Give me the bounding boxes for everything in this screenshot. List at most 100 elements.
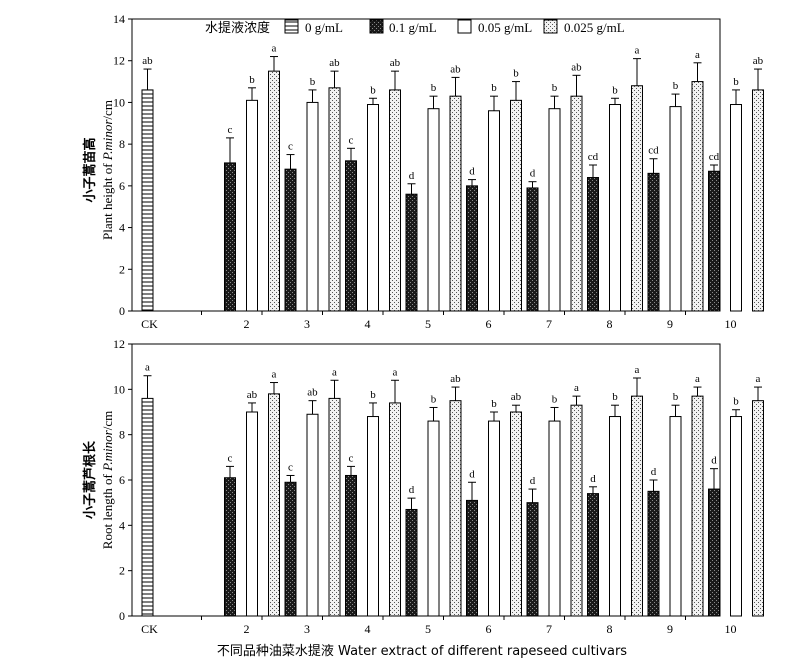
significance-letter: ab <box>450 373 461 385</box>
x-tick-label: 2 <box>244 317 250 331</box>
significance-letter: c <box>349 134 354 146</box>
bar <box>587 493 599 617</box>
bars: ab c b a c b ab c b ab d b ab d b b d b ab cd b a cd b a cd b ab <box>141 43 764 312</box>
y-axis-title-en-suffix: /cm <box>100 411 115 431</box>
y-tick-label: 4 <box>119 221 125 235</box>
bar <box>224 477 236 617</box>
legend-swatch-2 <box>457 19 472 34</box>
x-tick-label: 6 <box>486 317 492 331</box>
bar <box>405 508 418 617</box>
significance-letter: b <box>491 82 497 94</box>
bar <box>752 400 764 617</box>
x-tick-label: 9 <box>667 622 673 636</box>
bar <box>526 187 539 312</box>
significance-letter: ab <box>450 63 461 75</box>
bar <box>141 89 154 312</box>
significance-letter: b <box>612 391 618 403</box>
x-tick-label: 3 <box>304 622 310 636</box>
bar <box>328 87 341 312</box>
bar <box>449 400 462 617</box>
bar <box>510 99 522 312</box>
bar <box>466 499 478 617</box>
bar <box>691 395 704 617</box>
y-tick-label: 2 <box>119 262 125 276</box>
y-axis-title-cn: 小子蒿苗高 <box>82 137 98 202</box>
x-tick-label: 2 <box>244 622 250 636</box>
y-tick-label: 10 <box>113 95 125 109</box>
y-axis-title-en-italic: P.minor <box>100 429 115 472</box>
significance-letter: c <box>228 124 233 136</box>
bar <box>224 162 236 312</box>
x-tick-label: 4 <box>365 622 371 636</box>
bar <box>669 106 682 312</box>
significance-letter: d <box>409 484 415 496</box>
bar <box>631 395 643 617</box>
x-tick-label: 8 <box>607 622 613 636</box>
y-tick-label: 6 <box>119 179 125 193</box>
significance-letter: a <box>145 362 150 374</box>
bar <box>631 85 643 312</box>
y-tick-label: 12 <box>113 337 125 351</box>
significance-letter: a <box>272 43 277 55</box>
bar <box>389 89 401 312</box>
significance-letter: b <box>733 396 739 408</box>
bar <box>345 160 357 312</box>
legend-title: 水提液浓度 <box>205 20 270 36</box>
bar <box>488 110 500 312</box>
x-tick-label: 6 <box>486 622 492 636</box>
plot-frame <box>131 343 721 617</box>
y-axis-title: 小子蒿苗高 Plant height of P.minor/cm <box>82 100 115 240</box>
x-tick-label: CK <box>141 622 158 636</box>
significance-letter: ab <box>329 57 340 69</box>
y-axis-title-en-prefix: Root length of <box>100 471 115 549</box>
y-tick-label: 14 <box>113 12 125 26</box>
bar <box>510 411 522 617</box>
y-tick-label: 4 <box>119 518 125 532</box>
significance-letter: cd <box>709 151 720 163</box>
bar <box>367 416 379 617</box>
x-ticks: CK 2 3 4 5 6 7 8 9 10 <box>141 616 737 636</box>
bar <box>609 104 621 312</box>
significance-letter: a <box>635 364 640 376</box>
legend-label-3: 0.025 g/mL <box>564 20 625 35</box>
bars: a c ab a c ab a c b a d b ab d b ab d b a d b a d b a d b a <box>141 362 764 617</box>
legend-label-2: 0.05 g/mL <box>478 20 532 35</box>
y-axis-title-en-italic: P.minor <box>100 119 115 162</box>
y-axis-title-cn: 小子蒿芦根长 <box>82 440 98 519</box>
significance-letter: b <box>370 389 376 401</box>
legend-swatch-3 <box>543 19 558 34</box>
significance-letter: b <box>612 84 618 96</box>
bar <box>466 185 478 312</box>
bar <box>587 177 599 312</box>
significance-letter: c <box>288 141 293 153</box>
y-axis-title: 小子蒿芦根长 Root length of P.minor/cm <box>82 411 115 549</box>
y-tick-label: 12 <box>113 54 125 68</box>
x-tick-label: 3 <box>304 317 310 331</box>
significance-letter: a <box>756 373 761 385</box>
bar <box>708 170 720 312</box>
y-tick-label: 6 <box>119 473 125 487</box>
bar <box>708 488 720 617</box>
significance-letter: b <box>513 68 519 80</box>
y-tick-label: 2 <box>119 564 125 578</box>
significance-letter: b <box>431 82 437 94</box>
significance-letter: b <box>431 393 437 405</box>
significance-letter: a <box>574 382 579 394</box>
y-ticks: 0 2 4 6 8 10 12 14 <box>113 12 132 318</box>
x-tick-label: 10 <box>725 622 737 636</box>
bar <box>526 502 539 617</box>
x-axis-title: 不同品种油菜水提液 Water extract of different rap… <box>217 643 627 659</box>
plot-frame <box>131 18 721 312</box>
bar <box>570 95 583 312</box>
bar <box>246 411 258 617</box>
significance-letter: ab <box>247 389 258 401</box>
bar <box>246 99 258 312</box>
bar <box>647 490 660 617</box>
y-tick-label: 8 <box>119 137 125 151</box>
root-length-panel: 小子蒿芦根长 Root length of P.minor/cm 0 2 4 6 8 10… <box>82 337 764 659</box>
significance-letter: c <box>228 452 233 464</box>
plant-height-panel: 小子蒿苗高 Plant height of P.minor/cm 0 2 4 6 8 10… <box>82 12 764 331</box>
significance-letter: a <box>695 49 700 61</box>
significance-letter: b <box>552 82 558 94</box>
x-tick-label: 4 <box>365 317 371 331</box>
